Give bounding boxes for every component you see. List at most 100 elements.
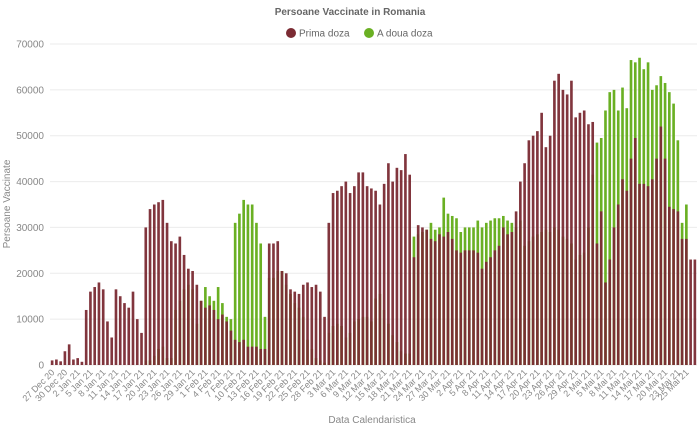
bar-prima-doza [378,204,382,365]
bar-prima-doza [374,190,377,365]
bar-prima-doza [276,241,280,365]
bar-prima-doza [127,307,131,365]
y-tick-label: 70000 [16,40,44,51]
bar-prima-doza [570,80,573,365]
bar-prima-doza [161,199,165,365]
bar-prima-doza [187,268,190,365]
bar-prima-doza [293,291,297,365]
y-axis-ticks: 0 10000 20000 30000 40000 50000 60000 70000 [16,40,44,372]
bar-prima-doza [433,241,437,365]
bar-prima-doza [574,117,578,366]
bar-prima-doza [467,250,471,365]
bar-prima-doza [582,110,586,366]
legend-label: A doua doza [377,29,433,40]
bar-prima-doza [221,314,224,365]
bar-prima-doza [297,293,301,365]
bar-prima-doza [548,135,552,365]
bar-a-doua-doza [233,222,237,365]
bar-prima-doza [693,259,697,365]
bar-prima-doza [587,124,590,365]
y-tick-label: 10000 [16,315,44,326]
bar-prima-doza [144,227,148,365]
bar-prima-doza [225,321,228,365]
bar-prima-doza [612,227,616,365]
bar-prima-doza [629,158,633,365]
legend-item-prima-doza[interactable]: Prima doza [286,28,350,40]
bar-prima-doza [84,309,88,365]
series-prima-doza [50,73,697,366]
bar-prima-doza [599,211,603,365]
bar-prima-doza [408,174,411,365]
bar-prima-doza [140,332,143,365]
legend-marker [286,28,296,38]
bar-prima-doza [391,181,394,365]
y-tick-label: 60000 [16,85,44,96]
bar-prima-doza [50,360,54,365]
bar-prima-doza [633,138,637,365]
bar-prima-doza [557,73,560,365]
bar-prima-doza [280,270,284,365]
bar-prima-doza [446,232,450,365]
bar-prima-doza [455,250,458,365]
bar-prima-doza [89,291,92,365]
bar-prima-doza [195,284,199,365]
bar-prima-doza [668,206,671,365]
bar-prima-doza [242,339,245,365]
bar-prima-doza [284,273,288,365]
bar-prima-doza [565,94,569,365]
bar-prima-doza [63,351,67,365]
bar-prima-doza [646,186,650,365]
bar-prima-doza [527,140,531,365]
bar-a-doua-doza [242,199,245,365]
bar-prima-doza [404,154,407,365]
bar-prima-doza [365,186,369,365]
legend[interactable]: Prima doza A doua doza [286,28,433,40]
bar-prima-doza [382,183,386,365]
bar-prima-doza [250,346,254,365]
bar-prima-doza [604,282,607,365]
bar-prima-doza [272,243,275,365]
bar-prima-doza [399,170,403,365]
legend-label: Prima doza [299,29,350,40]
bar-prima-doza [327,222,331,365]
y-axis-label: Persoane Vaccinate [2,159,13,248]
bar-prima-doza [519,181,522,365]
bar-prima-doza [591,121,595,366]
y-tick-label: 30000 [16,223,44,234]
bar-prima-doza [625,190,629,365]
bar-prima-doza [497,245,501,365]
bar-prima-doza [472,250,475,365]
bar-prima-doza [118,296,122,365]
bar-prima-doza [259,348,263,365]
bar-prima-doza [489,257,492,365]
bar-prima-doza [318,291,322,365]
bar-prima-doza [387,163,390,365]
bar-prima-doza [123,303,126,365]
bar-prima-doza [450,238,454,365]
bar-prima-doza [650,179,654,365]
bar-prima-doza [395,167,399,365]
bar-prima-doza [676,211,680,365]
bar-prima-doza [523,163,526,365]
bar-prima-doza [323,316,326,365]
bar-prima-doza [476,252,480,365]
bar-prima-doza [135,319,139,365]
bar-prima-doza [199,300,203,365]
bar-prima-doza [97,282,101,365]
bar-prima-doza [204,307,207,365]
bar-prima-doza [502,227,505,365]
bar-prima-doza [621,179,624,365]
bar-prima-doza [353,186,356,365]
bar-prima-doza [340,186,343,365]
bar-prima-doza [59,361,62,365]
bar-prima-doza [561,89,565,366]
bar-prima-doza [331,193,335,365]
bar-prima-doza [689,259,692,365]
bar-prima-doza [93,287,97,365]
bar-prima-doza [493,250,497,365]
bar-a-doua-doza [250,204,254,365]
bar-prima-doza [178,236,182,365]
bar-a-doua-doza [255,222,258,365]
legend-item-a-doua-doza[interactable]: A doua doza [364,28,433,40]
